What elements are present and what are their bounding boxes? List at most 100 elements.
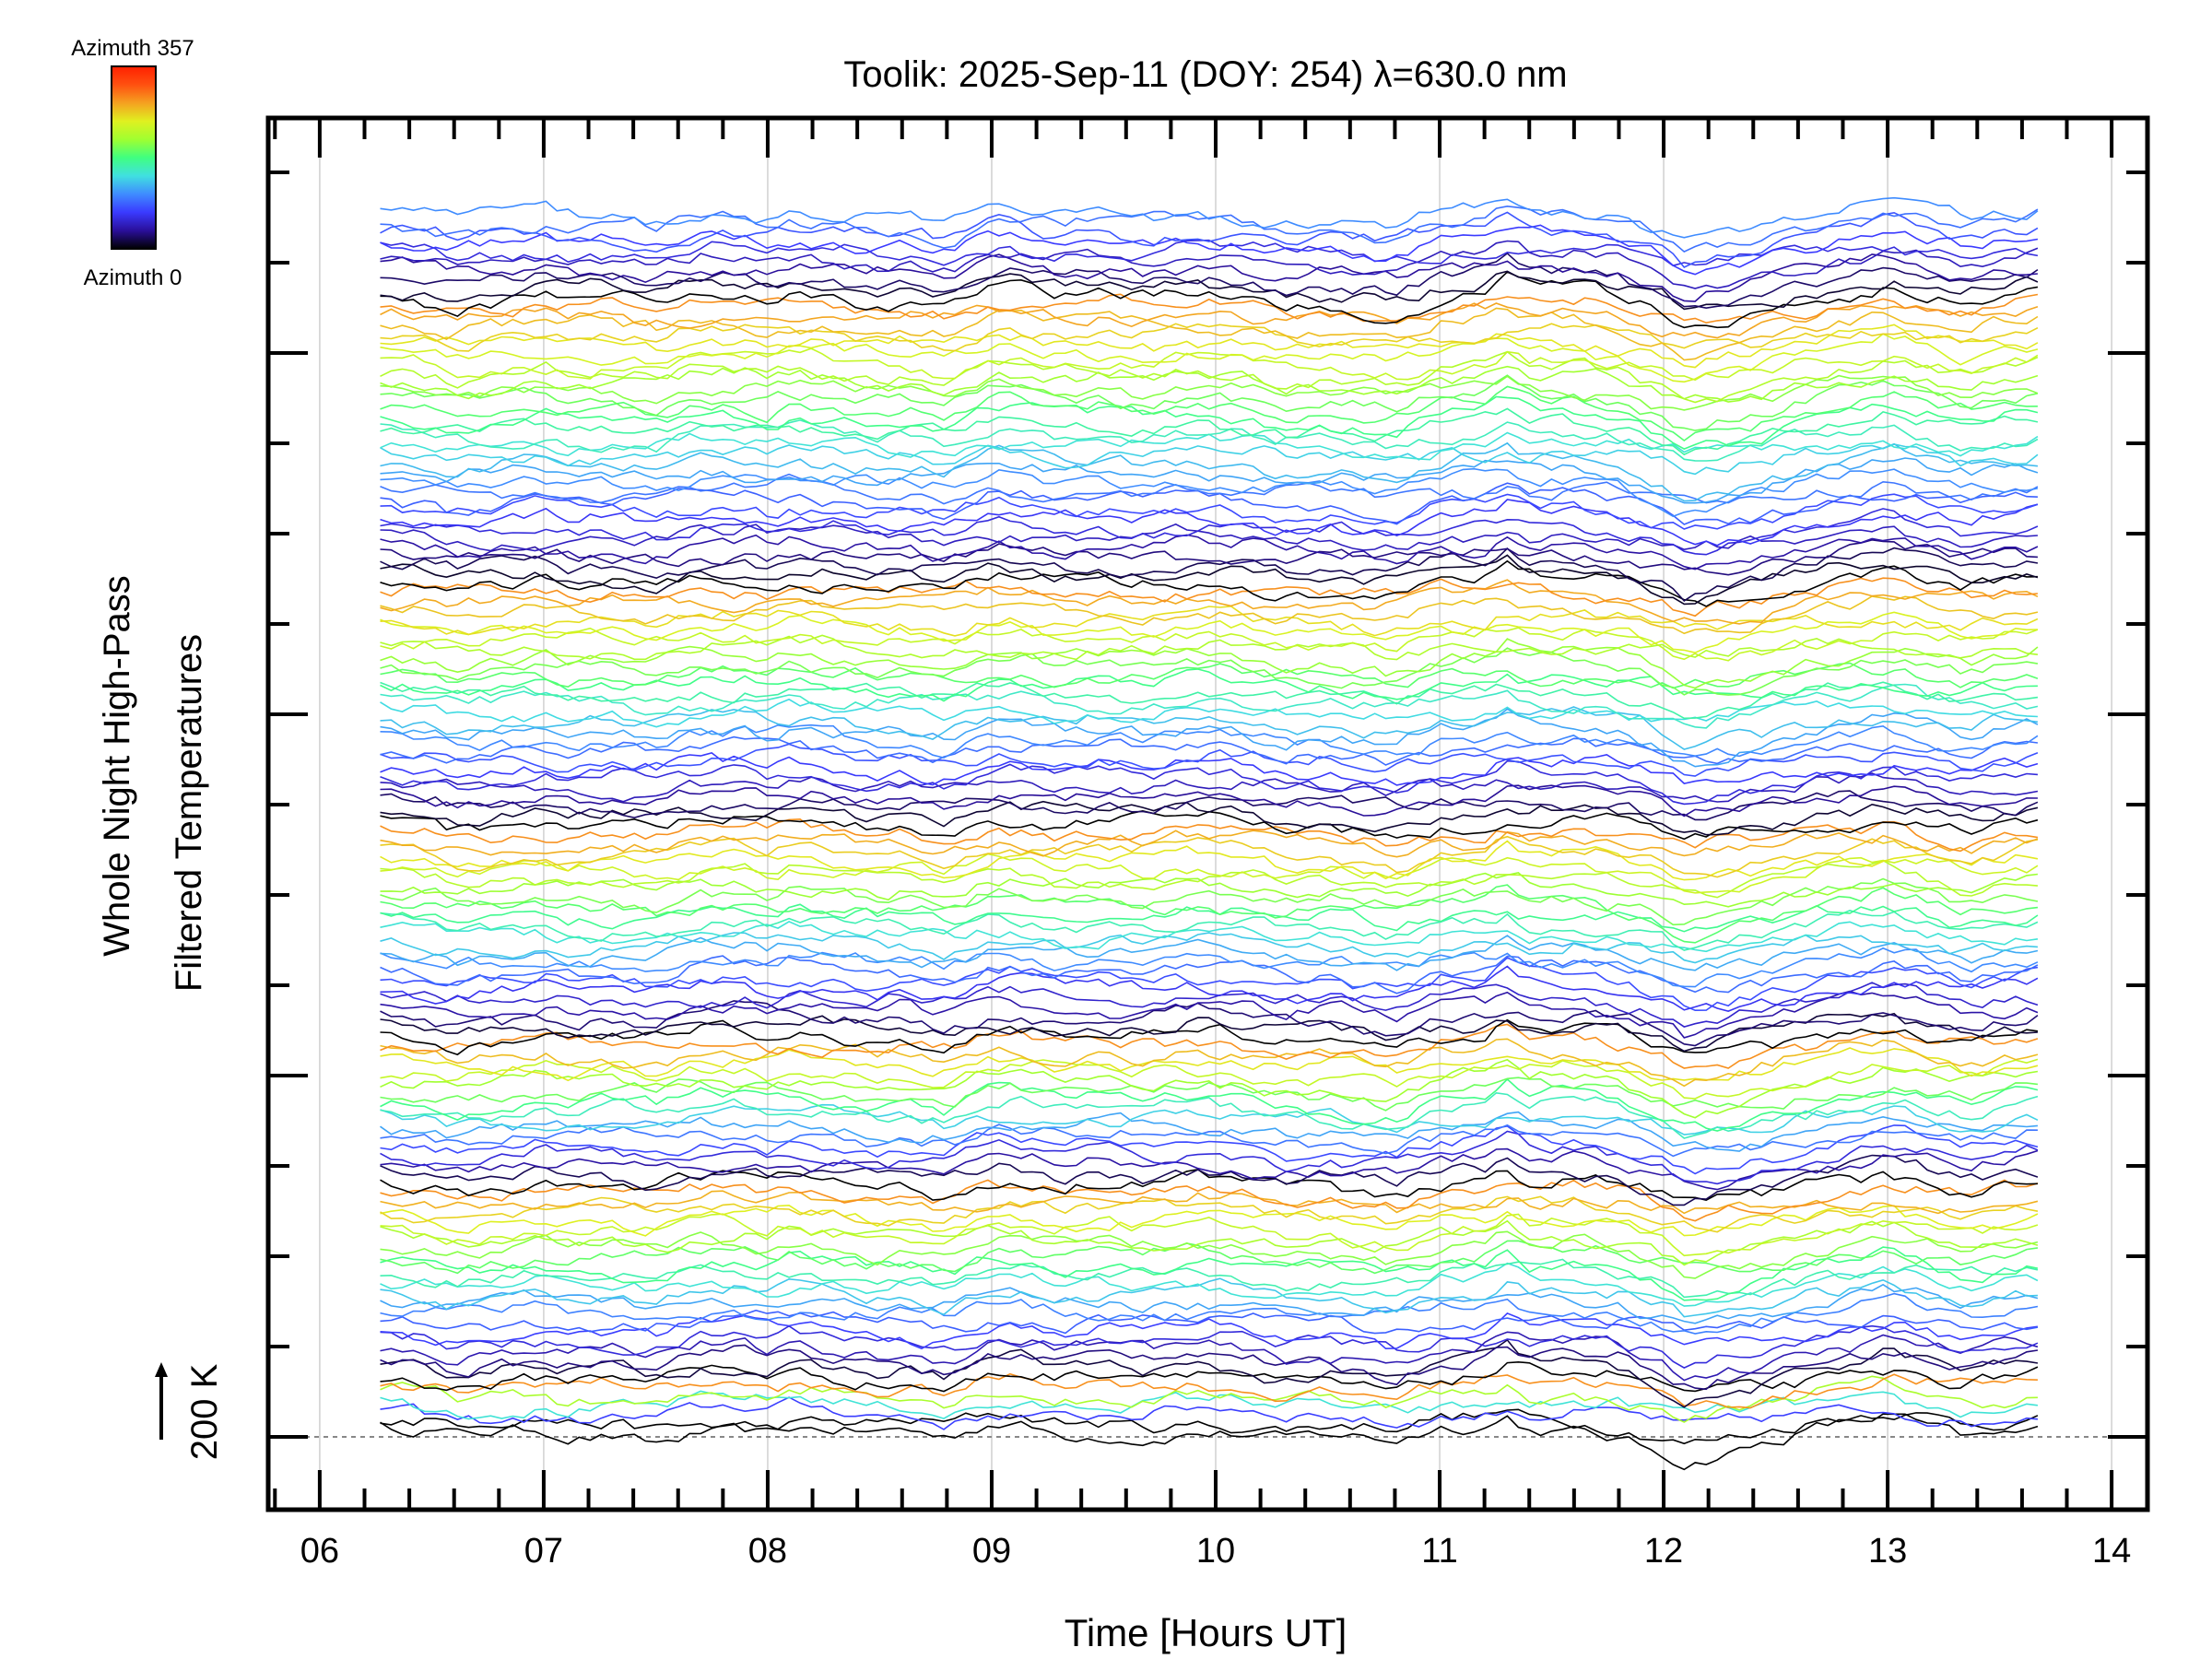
trace-line xyxy=(380,1240,2039,1275)
x-tick-label: 11 xyxy=(1421,1532,1457,1571)
trace-line xyxy=(380,638,2039,689)
trace-line xyxy=(380,1077,2038,1112)
x-axis-label: Time [Hours UT] xyxy=(1065,1611,1347,1654)
trace-line xyxy=(380,523,2038,552)
trace-line xyxy=(380,1262,2039,1307)
scale-label: 200 K xyxy=(184,1363,225,1460)
x-tick-label: 08 xyxy=(748,1532,787,1571)
trace-line xyxy=(380,884,2038,944)
trace-line xyxy=(380,1077,2039,1132)
trace-line xyxy=(380,579,2039,625)
trace-line xyxy=(380,935,2039,971)
x-tick-label: 14 xyxy=(2092,1532,2131,1571)
x-tick-label: 10 xyxy=(1196,1532,1235,1571)
trace-line xyxy=(380,547,2039,602)
chart-title: Toolik: 2025-Sep-11 (DOY: 254) λ=630.0 n… xyxy=(843,54,1567,95)
trace-line xyxy=(380,698,2038,728)
trace-line xyxy=(380,662,2039,689)
trace-line xyxy=(380,205,2039,253)
trace-line xyxy=(380,253,2038,302)
x-tick-labels: 06 07 08 09 10 11 12 13 14 xyxy=(300,1532,2132,1571)
trace-line xyxy=(380,473,2039,505)
trace-line xyxy=(380,196,2039,239)
trace-line xyxy=(380,407,2039,456)
trace-line xyxy=(380,840,2039,881)
trace-line xyxy=(380,910,2039,951)
trace-line xyxy=(380,1277,2038,1318)
trace-line xyxy=(380,1058,2039,1119)
trace-line xyxy=(380,508,2039,556)
trace-line xyxy=(380,1413,2039,1471)
trace-line xyxy=(380,1246,2039,1301)
trace-line xyxy=(380,211,2039,268)
trace-line xyxy=(380,611,2038,654)
trace-line xyxy=(380,668,2038,702)
trace-line xyxy=(380,1190,2039,1215)
trace-line xyxy=(380,333,2039,383)
trace-line xyxy=(380,457,2039,504)
trace-line xyxy=(380,835,2039,878)
trace-line xyxy=(380,830,2039,858)
trace-line xyxy=(380,240,2039,289)
trace-line xyxy=(380,1204,2039,1237)
trace-line xyxy=(380,252,2039,310)
y-axis-label-line2: Filtered Temperatures xyxy=(169,634,209,992)
trace-line xyxy=(380,1147,2039,1191)
trace-line xyxy=(380,743,2039,777)
trace-line xyxy=(380,270,2039,311)
trace-line xyxy=(380,957,2039,1012)
trace-line xyxy=(380,350,2039,404)
trace-line xyxy=(380,307,2039,361)
trace-line xyxy=(380,1058,2039,1100)
trace-line xyxy=(380,323,2039,352)
trace-line xyxy=(380,627,2039,662)
trace-line xyxy=(380,1111,2038,1152)
trace-line xyxy=(380,324,2039,369)
x-tick-label: 06 xyxy=(300,1532,339,1571)
trace-line xyxy=(380,441,2038,502)
trace-line xyxy=(380,1375,2038,1423)
trace-line xyxy=(380,1213,2039,1257)
trace-line xyxy=(380,1331,2039,1382)
trace-line xyxy=(380,302,2039,339)
trace-line xyxy=(380,1396,2038,1430)
trace-line xyxy=(380,347,2039,382)
trace-line xyxy=(380,903,2039,933)
trace-line xyxy=(380,853,2039,894)
trace-line xyxy=(380,1023,2039,1069)
trace-line xyxy=(380,735,2038,766)
trace-line xyxy=(380,947,2039,988)
trace-line xyxy=(380,1047,2039,1082)
trace-line xyxy=(380,990,2039,1039)
trace-line xyxy=(380,1018,2039,1056)
trace-line xyxy=(380,683,2039,729)
trace-line xyxy=(380,482,2038,525)
trace-line xyxy=(380,1000,2039,1047)
trace-line xyxy=(380,1091,2039,1139)
trace-line xyxy=(380,752,2039,786)
colorbar xyxy=(111,65,157,250)
trace-line xyxy=(380,499,2039,547)
trace-line xyxy=(380,534,2039,571)
trace-line xyxy=(380,374,2039,431)
y-axis-label-line1: Whole Night High-Pass xyxy=(97,575,137,957)
trace-line xyxy=(380,708,2039,768)
trace-line xyxy=(380,1283,2039,1324)
trace-line xyxy=(380,1124,2039,1175)
trace-line xyxy=(380,1292,2039,1335)
colorbar-top-label: Azimuth 357 xyxy=(71,36,194,61)
trace-line xyxy=(380,224,2039,276)
trace-line xyxy=(380,419,2039,462)
x-tick-label: 13 xyxy=(1868,1532,1907,1571)
trace-line xyxy=(380,1338,2039,1408)
trace-line xyxy=(380,239,2039,267)
x-tick-label: 12 xyxy=(1644,1532,1683,1571)
trace-line xyxy=(380,872,2038,908)
trace-line xyxy=(380,443,2039,476)
trace-line xyxy=(380,1179,2039,1222)
x-tick-label: 09 xyxy=(972,1532,1011,1571)
trace-line xyxy=(380,271,2039,329)
trace-line xyxy=(380,955,2039,994)
grid xyxy=(319,118,2112,1510)
